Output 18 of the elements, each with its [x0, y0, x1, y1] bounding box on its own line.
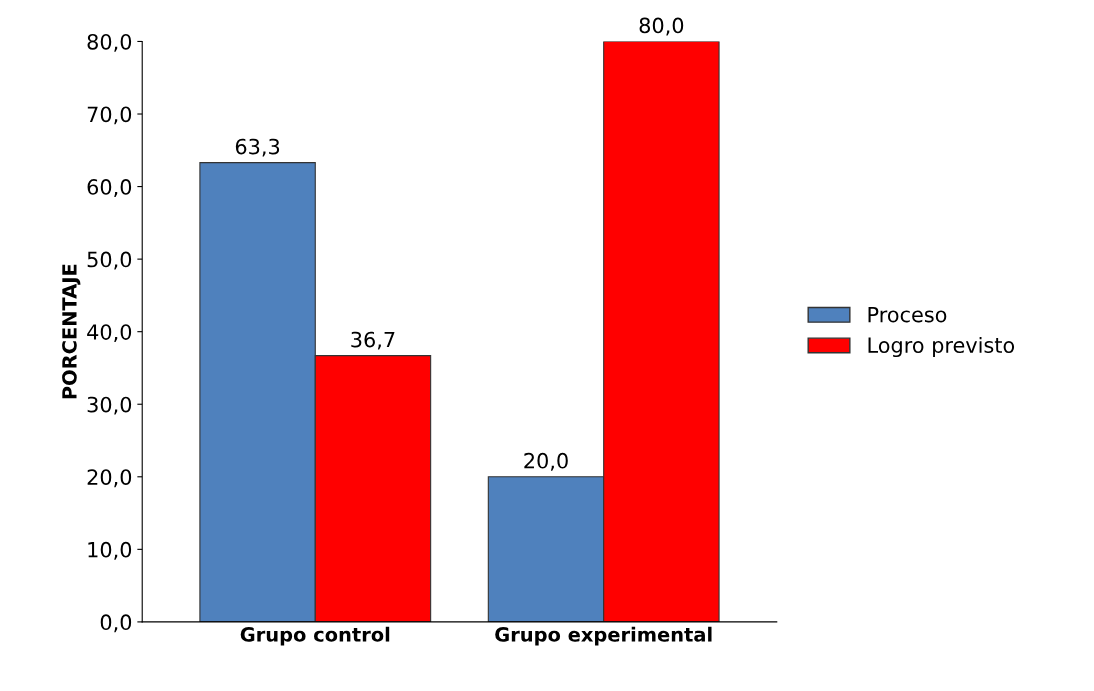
y-tick-label: 0,0 — [100, 614, 132, 633]
data-label: 36,7 — [351, 331, 395, 350]
y-axis-title: PORCENTAJE — [62, 264, 81, 399]
data-label: 63,3 — [235, 138, 280, 157]
y-tick-label: 40,0 — [87, 324, 132, 343]
data-label: 80,0 — [639, 17, 684, 36]
y-tick-label: 30,0 — [87, 396, 132, 415]
y-tick-label: 50,0 — [87, 251, 132, 270]
x-tick-label: Grupo control — [240, 626, 390, 646]
x-tick-label: Grupo experimental — [495, 626, 712, 646]
legend-label: Proceso — [868, 306, 947, 323]
y-tick-label: 70,0 — [87, 106, 132, 125]
y-tick-label: 10,0 — [88, 541, 132, 560]
y-tick-label: 60,0 — [87, 179, 132, 197]
y-tick-label: 20,0 — [87, 469, 132, 488]
legend-label: Logro previsto — [868, 336, 1015, 358]
data-label: 20,0 — [524, 452, 568, 471]
y-tick-label: 80,0 — [87, 33, 132, 52]
